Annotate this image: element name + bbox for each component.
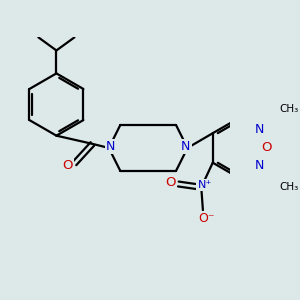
Text: CH₃: CH₃ <box>279 103 298 113</box>
Text: N: N <box>181 140 190 153</box>
Text: O: O <box>63 159 73 172</box>
Text: CH₃: CH₃ <box>279 182 298 192</box>
Text: N: N <box>106 140 115 153</box>
Text: O: O <box>261 142 272 154</box>
Text: O⁻: O⁻ <box>198 212 214 225</box>
Text: N: N <box>255 160 264 172</box>
Text: O: O <box>165 176 175 189</box>
Text: N: N <box>255 123 264 136</box>
Text: N⁺: N⁺ <box>197 180 212 190</box>
